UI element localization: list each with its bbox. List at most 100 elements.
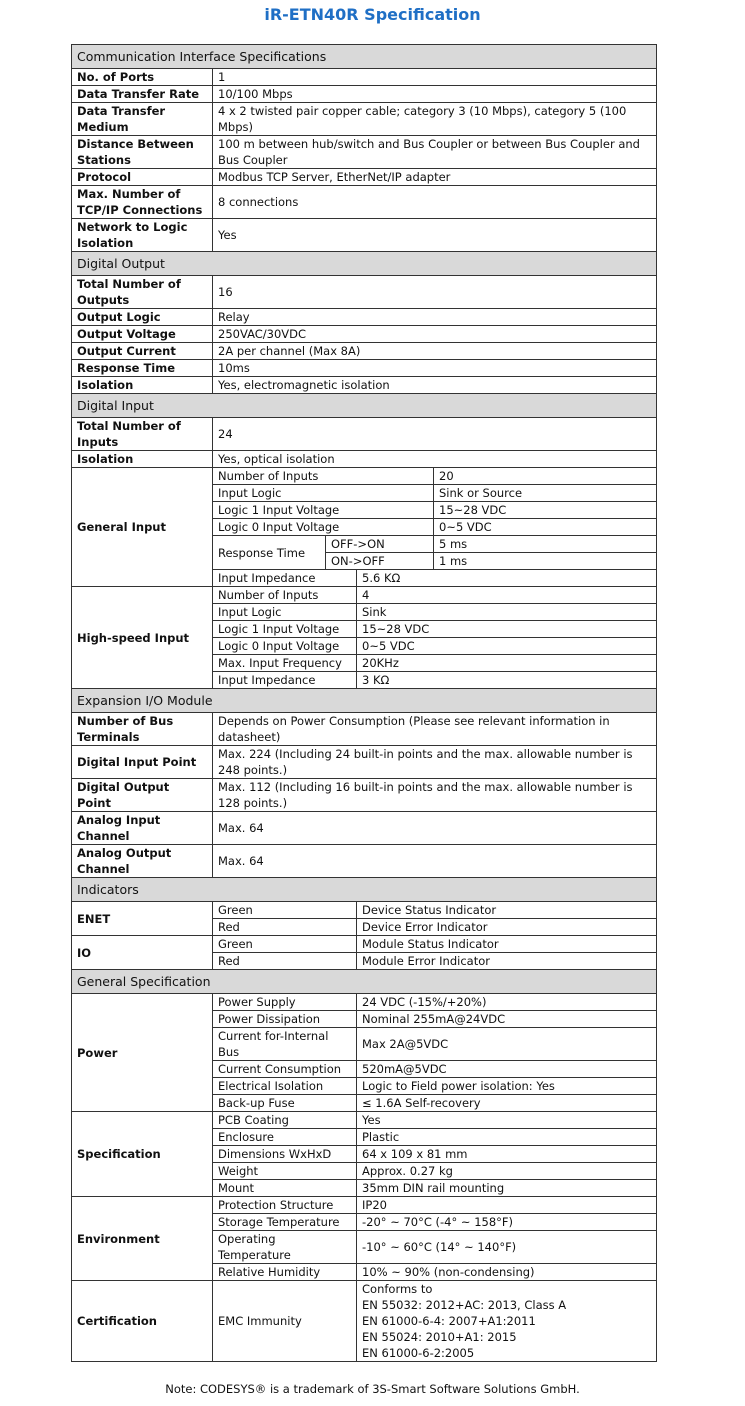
line: EN 55024: 2010+A1: 2015 [362,1330,517,1344]
row: Relative Humidity 10% ~ 90% (non-condensi… [72,1263,658,1281]
label: Number of Bus Terminals [71,712,213,746]
value: Device Error Indicator [355,918,658,936]
name: Protection Structure [212,1196,357,1214]
name: Power Supply [212,993,357,1011]
row: Current Consumption 520mA@5VDC [72,1060,658,1078]
row: Input Impedance 5.6 KΩ [72,569,658,587]
name: Input Impedance [212,569,357,587]
name: Input Impedance [212,671,357,689]
value: Yes [211,218,658,252]
label: Analog Output Channel [71,844,213,878]
name: Logic 1 Input Voltage [212,620,357,638]
group-label: ENET [71,901,213,936]
row: Logic 0 Input Voltage 0~5 VDC [72,518,658,536]
value: Plastic [355,1128,658,1146]
name: Input Logic [212,603,357,621]
value: 20 [432,467,658,485]
row: Total Number of Outputs 16 [71,275,658,309]
name: Number of Inputs [212,586,357,604]
label: Data Transfer Medium [71,102,213,136]
row: Analog Output Channel Max. 64 [71,844,658,878]
value: 4 [355,586,658,604]
label: Protocol [71,168,213,186]
row: Output Voltage 250VAC/30VDC [71,325,658,343]
section-heading: Digital Input [70,393,658,418]
row: Storage Temperature -20° ~ 70°C (-4° ~ 15… [72,1213,658,1231]
label: Isolation [71,450,213,468]
name: Response Time [212,535,326,570]
row: Back-up Fuse ≤ 1.6A Self-recovery [72,1094,658,1112]
name: Dimensions WxHxD [212,1145,357,1163]
value: Max. 112 (Including 16 built-in points a… [211,778,658,812]
row: Enclosure Plastic [72,1128,658,1146]
name: Number of Inputs [212,467,434,485]
label: Output Logic [71,308,213,326]
value: 15~28 VDC [432,501,658,519]
name: Back-up Fuse [212,1094,357,1112]
group-label: High-speed Input [71,586,213,689]
row: Input Impedance 3 KΩ [72,671,658,689]
group-label: General Input [71,467,213,587]
value: Sink [355,603,658,621]
value: Max. 64 [211,811,658,845]
row: Input Logic Sink [72,603,658,621]
section-heading: Expansion I/O Module [70,688,658,713]
value: 2A per channel (Max 8A) [211,342,658,360]
row: Output Current 2A per channel (Max 8A) [71,342,658,360]
name: PCB Coating [212,1111,357,1129]
title: iR-ETN40R Specification [264,5,481,24]
line: EN 61000-6-4: 2007+A1:2011 [362,1314,536,1328]
row: No. of Ports 1 [71,68,658,86]
value: 64 x 109 x 81 mm [355,1145,658,1163]
row: Network to Logic Isolation Yes [71,218,658,252]
value: 4 x 2 twisted pair copper cable; categor… [211,102,658,136]
value: 10ms [211,359,658,377]
line: EN 61000-6-2:2005 [362,1346,475,1360]
name: Storage Temperature [212,1213,357,1231]
name: Enclosure [212,1128,357,1146]
value: 1 [211,68,658,86]
value: 1 ms [432,552,658,570]
row: Digital Output Point Max. 112 (Including … [71,778,658,812]
group-label: Specification [71,1111,213,1197]
name: Relative Humidity [212,1263,357,1281]
row: High-speed Input Number of Inputs 4 [71,586,658,689]
row: Dimensions WxHxD 64 x 109 x 81 mm [72,1145,658,1163]
name: Operating Temperature [212,1230,357,1264]
row: General Input Number of Inputs 20 [71,467,658,587]
name: EMC Immunity [212,1280,357,1362]
label: No. of Ports [71,68,213,86]
value: 8 connections [211,185,658,219]
section-heading: General Specification [70,969,658,994]
row: ON->OFF 1 ms [72,552,658,570]
row: Response Time 10ms [71,359,658,377]
row: General Specification [70,969,658,994]
label: Data Transfer Rate [71,85,213,103]
value: 5 ms [432,535,658,553]
row: Number of Bus Terminals Depends on Power … [71,712,658,746]
label: Network to Logic Isolation [71,218,213,252]
group-label: Certification [71,1280,213,1362]
line: Conforms to [362,1282,433,1296]
value: -20° ~ 70°C (-4° ~ 158°F) [355,1213,658,1231]
value: Device Status Indicator [355,901,658,919]
row: Digital Output [70,251,658,276]
row: Indicators [70,877,658,902]
name: Weight [212,1162,357,1180]
label: Output Voltage [71,325,213,343]
value: Max 2A@5VDC [355,1027,658,1061]
group-label: Environment [71,1196,213,1281]
sub-name: ON->OFF [325,552,434,570]
row: Mount 35mm DIN rail mounting [72,1179,658,1197]
label: Analog Input Channel [71,811,213,845]
row: ENET Green Device Status Indicator [71,901,658,936]
row: Isolation Yes, electromagnetic isolation [71,376,658,394]
value: Yes, electromagnetic isolation [211,376,658,394]
row: Max. Number of TCP/IP Connections 8 conne… [71,185,658,219]
value: ≤ 1.6A Self-recovery [355,1094,658,1112]
value: 3 KΩ [355,671,658,689]
line: EN 55032: 2012+AC: 2013, Class A [362,1298,567,1312]
value: 16 [211,275,658,309]
row: Digital Input Point Max. 224 (Including 2… [71,745,658,779]
